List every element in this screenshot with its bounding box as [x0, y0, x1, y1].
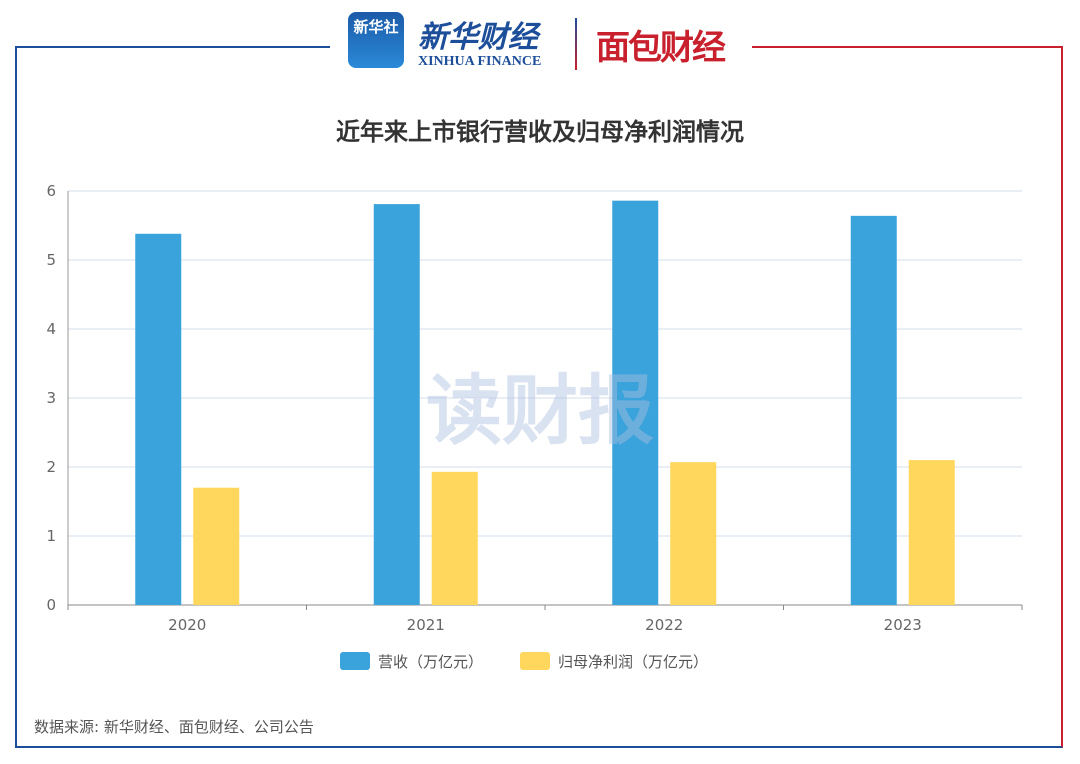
chart-title: 近年来上市银行营收及归母净利润情况	[336, 118, 744, 146]
y-tick-label: 0	[46, 596, 56, 614]
legend-swatch	[520, 652, 550, 670]
y-tick-label: 2	[46, 458, 56, 476]
x-tick-label: 2020	[168, 616, 206, 634]
bar-profit	[908, 460, 955, 605]
bar-profit	[431, 471, 478, 605]
y-tick-label: 4	[46, 320, 56, 338]
x-tick-label: 2021	[407, 616, 445, 634]
frame-top-left	[15, 46, 330, 48]
frame-top-right	[752, 46, 1063, 48]
bar-revenue	[135, 233, 182, 605]
frame	[15, 46, 1063, 748]
bar-revenue	[612, 200, 659, 605]
bar-profit	[193, 487, 240, 605]
logo-separator	[575, 18, 577, 70]
xinhua-finance-logo: 新华财经	[418, 20, 538, 55]
y-tick-label: 5	[46, 251, 56, 269]
watermark: 读财报	[426, 366, 654, 455]
mianbao-logo: 面包财经	[596, 28, 726, 68]
legend-label: 归母净利润（万亿元）	[558, 653, 708, 671]
bar-profit	[670, 462, 717, 605]
y-tick-label: 3	[46, 389, 56, 407]
bar-revenue	[850, 215, 897, 605]
data-source: 数据来源: 新华财经、面包财经、公司公告	[34, 718, 314, 736]
legend-label: 营收（万亿元）	[378, 653, 483, 671]
legend-swatch	[340, 652, 370, 670]
x-tick-label: 2022	[645, 616, 683, 634]
y-tick-label: 1	[46, 527, 56, 545]
xinhua-logo-icon: 新华社	[348, 12, 404, 68]
x-tick-label: 2023	[884, 616, 922, 634]
bar-revenue	[373, 204, 420, 606]
y-tick-label: 6	[46, 182, 56, 200]
xinhua-finance-en: XINHUA FINANCE	[418, 54, 542, 69]
